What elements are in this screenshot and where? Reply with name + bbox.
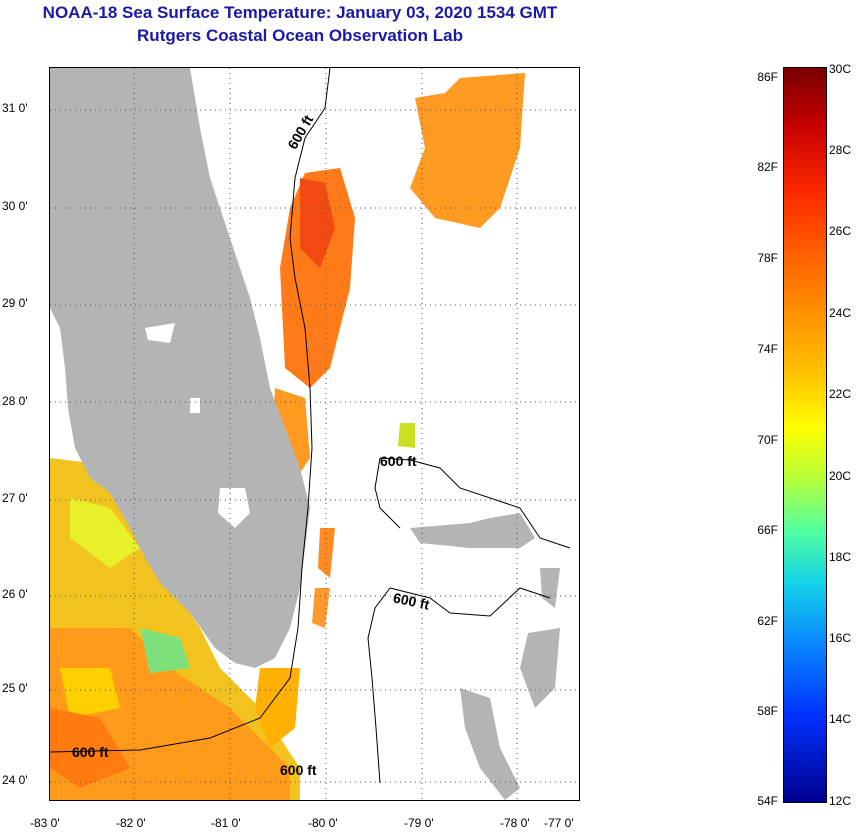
cb-f-70: 70F [757, 433, 778, 447]
lat-label-31: 31 0' [2, 101, 28, 115]
lat-label-29: 29 0' [2, 296, 28, 310]
cb-f-66: 66F [757, 523, 778, 537]
sst-patches-atlantic [255, 73, 525, 748]
bahamas-islands [410, 513, 560, 800]
cb-c-14: 14C [829, 712, 852, 726]
inland-lakes [145, 323, 250, 528]
lon-label-81: -81 0' [211, 816, 241, 830]
lon-label-78: -78 0' [500, 816, 530, 830]
cb-f-74: 74F [757, 342, 778, 356]
lon-label-83: -83 0' [30, 816, 60, 830]
lat-label-24: 24 0' [2, 773, 28, 787]
cb-c-16: 16C [829, 631, 852, 645]
cb-c-24: 24C [829, 306, 852, 320]
lon-label-77: -77 0' [544, 816, 574, 830]
temperature-colorbar [783, 67, 827, 803]
lon-label-79: -79 0' [404, 816, 434, 830]
cb-c-30: 30C [829, 62, 852, 76]
lat-label-25: 25 0' [2, 681, 28, 695]
contour-label-2: 600 ft [380, 453, 417, 469]
cb-c-22: 22C [829, 387, 852, 401]
map-title: NOAA-18 Sea Surface Temperature: January… [42, 3, 558, 22]
cb-f-58: 58F [757, 704, 778, 718]
isobath-600ft [50, 68, 571, 784]
sst-map: 600 ft 600 ft 600 ft 600 ft 600 ft [49, 67, 580, 801]
lat-lon-grid [50, 68, 579, 800]
cb-c-12: 12C [829, 794, 852, 808]
contour-label-4: 600 ft [72, 744, 109, 760]
cb-f-82: 82F [757, 160, 778, 174]
cb-f-86: 86F [757, 70, 778, 84]
map-subtitle: Rutgers Coastal Ocean Observation Lab [137, 26, 463, 45]
cb-c-26: 26C [829, 224, 852, 238]
lat-label-26: 26 0' [2, 587, 28, 601]
cb-f-54: 54F [757, 794, 778, 808]
cb-c-28: 28C [829, 143, 852, 157]
cb-f-78: 78F [757, 251, 778, 265]
cb-c-18: 18C [829, 550, 852, 564]
cb-f-62: 62F [757, 614, 778, 628]
cb-c-20: 20C [829, 469, 852, 483]
lat-label-28: 28 0' [2, 394, 28, 408]
contour-label-5: 600 ft [280, 762, 317, 778]
lon-label-80: -80 0' [308, 816, 338, 830]
lat-label-30: 30 0' [2, 199, 28, 213]
lat-label-27: 27 0' [2, 491, 28, 505]
lon-label-82: -82 0' [116, 816, 146, 830]
sst-patches-gulf [50, 458, 300, 800]
